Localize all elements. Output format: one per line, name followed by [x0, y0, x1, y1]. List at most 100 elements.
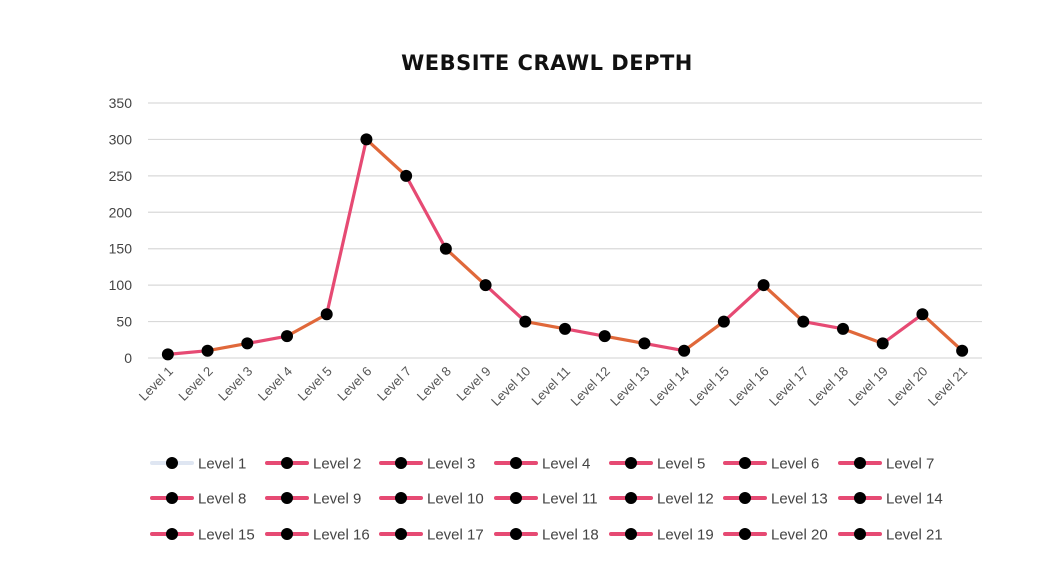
data-point: [161, 348, 174, 361]
data-point: [439, 242, 452, 255]
line-segment: [364, 137, 408, 178]
legend-marker: [166, 492, 178, 504]
legend-label: Level 1: [198, 456, 246, 473]
gridlines: [148, 102, 982, 359]
legend-marker: [854, 492, 866, 504]
legend-marker: [854, 457, 866, 469]
data-point: [519, 315, 532, 328]
legend-label: Level 13: [771, 491, 828, 508]
data-point: [559, 322, 571, 335]
line-segment: [841, 327, 885, 346]
x-tick-label: Level 5: [295, 364, 335, 404]
series-line: [166, 137, 964, 356]
legend-item: Level 15: [150, 527, 255, 544]
x-tick-label: Level 15: [687, 364, 732, 409]
x-tick-label: Level 13: [607, 364, 652, 409]
legend-item: Level 2: [265, 456, 361, 473]
line-segment: [444, 247, 488, 287]
legend-label: Level 14: [886, 491, 943, 508]
legend-label: Level 2: [313, 456, 361, 473]
data-point: [400, 169, 413, 182]
y-tick-label: 0: [124, 350, 132, 366]
x-tick-label: Level 18: [806, 364, 851, 409]
line-segment: [642, 341, 686, 353]
legend-marker: [281, 528, 293, 540]
legend-label: Level 6: [771, 456, 819, 473]
legend-item: Level 6: [723, 456, 819, 473]
legend-label: Level 5: [657, 456, 705, 473]
data-point: [598, 330, 611, 343]
legend-label: Level 19: [657, 527, 714, 544]
x-tick-label: Level 11: [528, 364, 573, 409]
line-segment: [205, 341, 249, 353]
legend-item: Level 20: [723, 527, 828, 544]
legend-label: Level 21: [886, 527, 943, 544]
legend-item: Level 11: [494, 491, 598, 508]
x-tick-label: Level 2: [175, 364, 215, 404]
legend-label: Level 20: [771, 527, 828, 544]
legend-item: Level 3: [379, 456, 475, 473]
data-point: [479, 279, 492, 292]
data-point: [916, 308, 929, 321]
legend: Level 1 Level 2 Level 3 Level 4 Level 5 Level…: [150, 456, 943, 544]
line-segment: [920, 312, 964, 353]
legend-marker: [281, 492, 293, 504]
legend-item: Level 18: [494, 527, 599, 544]
data-point: [281, 330, 293, 343]
legend-marker: [625, 528, 637, 540]
y-tick-label: 200: [109, 204, 133, 220]
chart-title: WEBSITE CRAWL DEPTH: [401, 51, 693, 75]
legend-label: Level 12: [657, 491, 714, 508]
x-tick-label: Level 8: [414, 364, 454, 404]
legend-item: Level 8: [150, 491, 246, 508]
x-tick-label: Level 20: [885, 364, 930, 409]
data-point: [360, 133, 373, 146]
y-axis-ticks: 0 50 100 150 200 250 300 350: [109, 95, 133, 366]
data-point: [837, 322, 849, 335]
data-point: [241, 337, 254, 350]
x-tick-label: Level 16: [726, 364, 771, 409]
legend-label: Level 16: [313, 527, 370, 544]
legend-label: Level 3: [427, 456, 475, 473]
line-segment: [563, 327, 607, 338]
data-point: [876, 337, 889, 350]
x-tick-label: Level 6: [334, 364, 374, 404]
legend-label: Level 18: [542, 527, 599, 544]
legend-marker: [166, 457, 178, 469]
legend-item: Level 17: [379, 527, 484, 544]
y-tick-label: 300: [109, 131, 133, 147]
legend-label: Level 9: [313, 491, 361, 508]
legend-marker: [510, 528, 522, 540]
legend-marker: [625, 492, 637, 504]
y-tick-label: 250: [109, 168, 133, 184]
legend-label: Level 11: [542, 491, 598, 508]
x-tick-label: Level 14: [647, 364, 692, 409]
line-segment: [682, 319, 726, 353]
x-tick-label: Level 12: [567, 364, 612, 409]
legend-marker: [281, 457, 293, 469]
line-segment: [801, 319, 845, 331]
legend-marker: [166, 528, 178, 540]
data-point: [797, 315, 810, 328]
x-tick-label: Level 10: [488, 364, 533, 409]
x-tick-label: Level 21: [925, 364, 970, 409]
data-point: [757, 279, 770, 292]
x-tick-label: Level 7: [374, 364, 414, 404]
data-point: [678, 344, 691, 357]
legend-label: Level 8: [198, 491, 246, 508]
x-tick-label: Level 4: [255, 364, 295, 404]
data-point: [320, 308, 333, 321]
legend-marker: [395, 528, 407, 540]
series-markers: [161, 133, 969, 361]
y-tick-label: 100: [109, 277, 133, 293]
legend-item: Level 4: [494, 456, 590, 473]
x-tick-label: Level 1: [136, 364, 176, 404]
legend-marker: [739, 457, 751, 469]
line-segment: [325, 137, 369, 316]
legend-label: Level 15: [198, 527, 255, 544]
line-segment: [603, 334, 647, 346]
legend-item: Level 12: [609, 491, 714, 508]
x-tick-label: Level 3: [215, 364, 255, 404]
legend-item: Level 10: [379, 491, 484, 508]
